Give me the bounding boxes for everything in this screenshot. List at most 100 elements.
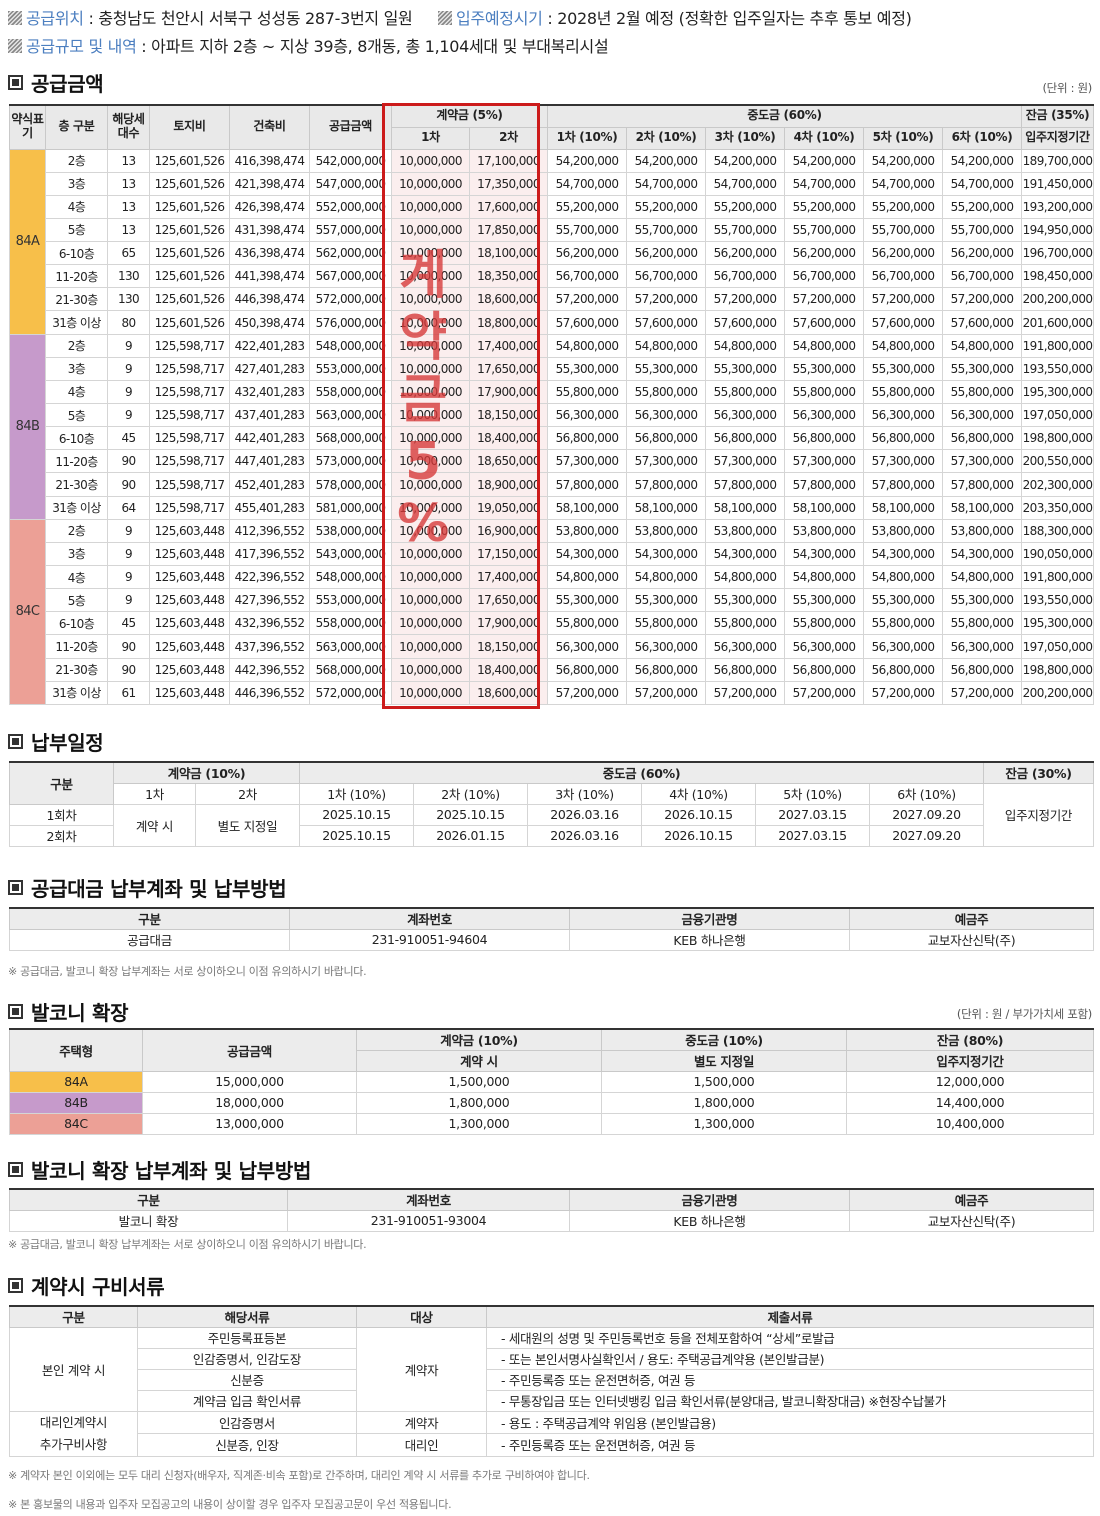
table-cell: 53,800,000 [705,518,785,543]
table-cell: 17,900,000 [469,611,548,636]
table-cell: 56,200,000 [626,241,706,266]
documents-self-desc: - 주민등록증 또는 운전면허증, 여권 등 [486,1368,1094,1391]
table-cell: 55,300,000 [784,356,864,381]
schedule-date: 2026.10.15 [641,824,756,847]
table-cell: 57,800,000 [547,472,627,497]
table-cell: 538,000,000 [309,518,392,543]
table-row: 21-30층 130 125,601,526 446,398,474 572,000,0… [10,287,1095,312]
scale-value: : 아파트 지하 2층 ~ 지상 39층, 8개동, 총 1,104세대 및 부… [136,37,609,56]
table-cell: 125,603,448 [149,611,230,636]
table-cell: 125,598,717 [149,426,230,451]
header-mid-4: 4차 (10%) [784,126,864,150]
table-cell: 54,200,000 [705,148,785,173]
header-mid-5: 5차 (10%) [863,126,943,150]
table-cell: 57,200,000 [784,287,864,312]
table-cell: 562,000,000 [309,241,392,266]
table-cell: 55,800,000 [784,379,864,405]
documents-proxy-desc: - 용도 : 주택공급계약 위임용 (본인발급용) [486,1410,1094,1434]
table-cell: 57,200,000 [626,287,706,312]
table-cell: 10,000,000 [391,472,470,497]
documents-self-desc: - 세대원의 성명 및 주민등록번호 등을 전체포함하여 “상세”로발급 [486,1326,1094,1349]
table-cell: 56,800,000 [626,657,706,682]
table-cell: 54,300,000 [863,541,943,567]
table-cell: 54,800,000 [863,333,943,358]
table-row: 84C 2층 9 125,603,448 412,396,552 538,000,000 1… [9,518,1095,705]
table-cell: 56,300,000 [626,634,706,659]
table-cell: 558,000,000 [309,379,392,405]
schedule-date: 2026.03.16 [527,803,642,826]
table-row: 6-10층 65 125,601,526 436,398,474 562,000,000… [10,241,1095,266]
account-header-gubun: 구분 [9,907,290,930]
table-cell: 57,300,000 [863,449,943,474]
header-mid-2: 2차 (10%) [626,126,706,150]
table-cell: 54,800,000 [941,333,1023,358]
table-cell: 56,200,000 [941,241,1023,266]
table-cell: 10,000,000 [391,241,470,266]
table-cell: 56,300,000 [941,634,1023,659]
account-section-title: 공급대금 납부계좌 및 납부방법 [8,873,287,902]
table-cell: 9 [107,403,150,428]
table-cell: 54,200,000 [547,148,627,173]
schedule-date: 2027.03.15 [755,803,870,826]
table-cell: 432,401,283 [229,379,310,405]
balcony-header-balance: 잔금 (80%) [846,1028,1094,1051]
table-cell: 10,000,000 [391,541,470,567]
account-gubun: 공급대금 [9,928,290,951]
table-row: 5층 9 125,598,717 437,401,283 563,000,000 10,0… [10,403,1095,428]
table-cell: 31층 이상 [45,495,108,520]
table-cell: 416,398,474 [229,148,310,173]
table-cell: 431,398,474 [229,217,310,243]
table-cell: 125,598,717 [149,333,230,358]
table-cell: 10,000,000 [391,333,470,358]
table-cell: 426,398,474 [229,194,310,219]
table-cell: 55,800,000 [626,379,706,405]
table-cell: 10,000,000 [391,588,470,613]
table-cell: 442,396,552 [229,657,310,682]
table-cell: 125,598,717 [149,495,230,520]
info-line-2: 공급규모 및 내역 : 아파트 지하 2층 ~ 지상 39층, 8개동, 총 1… [8,33,609,57]
schedule-row1-label: 1회차 [9,803,114,826]
table-cell: 10,000,000 [391,680,470,705]
table-cell: 55,300,000 [863,588,943,613]
table-cell: 2층 [45,333,108,358]
table-cell: 56,200,000 [784,241,864,266]
header-land: 토지비 [149,104,230,150]
table-cell: 21-30층 [45,472,108,497]
table-cell: 1,800,000 [601,1091,847,1114]
location-value: 충청남도 천안시 서북구 성성동 287-3번지 일원 [98,9,413,28]
table-cell: 55,200,000 [941,194,1023,219]
table-cell: 200,200,000 [1021,287,1095,312]
documents-self-doc: 계약금 입금 확인서류 [137,1389,357,1412]
table-row: 11-20층 90 125,603,448 437,396,552 563,000,00… [10,634,1095,659]
table-cell: 55,300,000 [547,356,627,381]
table-cell: 18,350,000 [469,264,548,289]
documents-note: ※ 계약자 본인 이외에는 모두 대리 신청자(배우자, 직계존·비속 포함)로… [8,1469,590,1482]
table-row: 84A 2층 13 125,601,526 416,398,474 542,000,000… [9,148,1095,335]
table-cell: 10,000,000 [391,449,470,474]
table-cell: 53,800,000 [784,518,864,543]
header-deposit-2: 2차 [469,126,548,150]
table-cell: 196,700,000 [1021,241,1095,266]
schedule-mid-5: 5차 (10%) [755,782,870,805]
table-cell: 57,200,000 [863,680,943,705]
table-cell: 55,800,000 [941,379,1023,405]
table-row: 4층 9 125,603,448 422,396,552 548,000,000 10,0… [10,565,1095,590]
table-cell: 197,050,000 [1021,403,1095,428]
table-cell: 55,300,000 [626,588,706,613]
account-table: 구분 계좌번호 금융기관명 예금주 공급대금 231-910051-94604 … [9,907,1094,951]
table-cell: 437,401,283 [229,403,310,428]
table-cell: 64 [107,495,150,520]
table-cell: 10,000,000 [391,634,470,659]
table-cell: 198,800,000 [1021,426,1095,451]
table-cell: 57,600,000 [941,310,1023,335]
hatch-bullet-icon [8,11,22,25]
table-cell: 16,900,000 [469,518,548,543]
balcony-account-table: 구분 계좌번호 금융기관명 예금주 발코니 확장 231-910051-9300… [9,1188,1094,1232]
account-header-number: 계좌번호 [289,907,570,930]
table-cell: 56,200,000 [705,241,785,266]
table-row: 84B 2층 9 125,598,717 422,401,283 548,000,000 1… [9,333,1095,520]
balcony-header-mid: 중도금 (10%) [601,1028,847,1051]
table-cell: 57,200,000 [547,680,627,705]
table-cell: 54,300,000 [705,541,785,567]
table-cell: 125,601,526 [149,287,230,312]
